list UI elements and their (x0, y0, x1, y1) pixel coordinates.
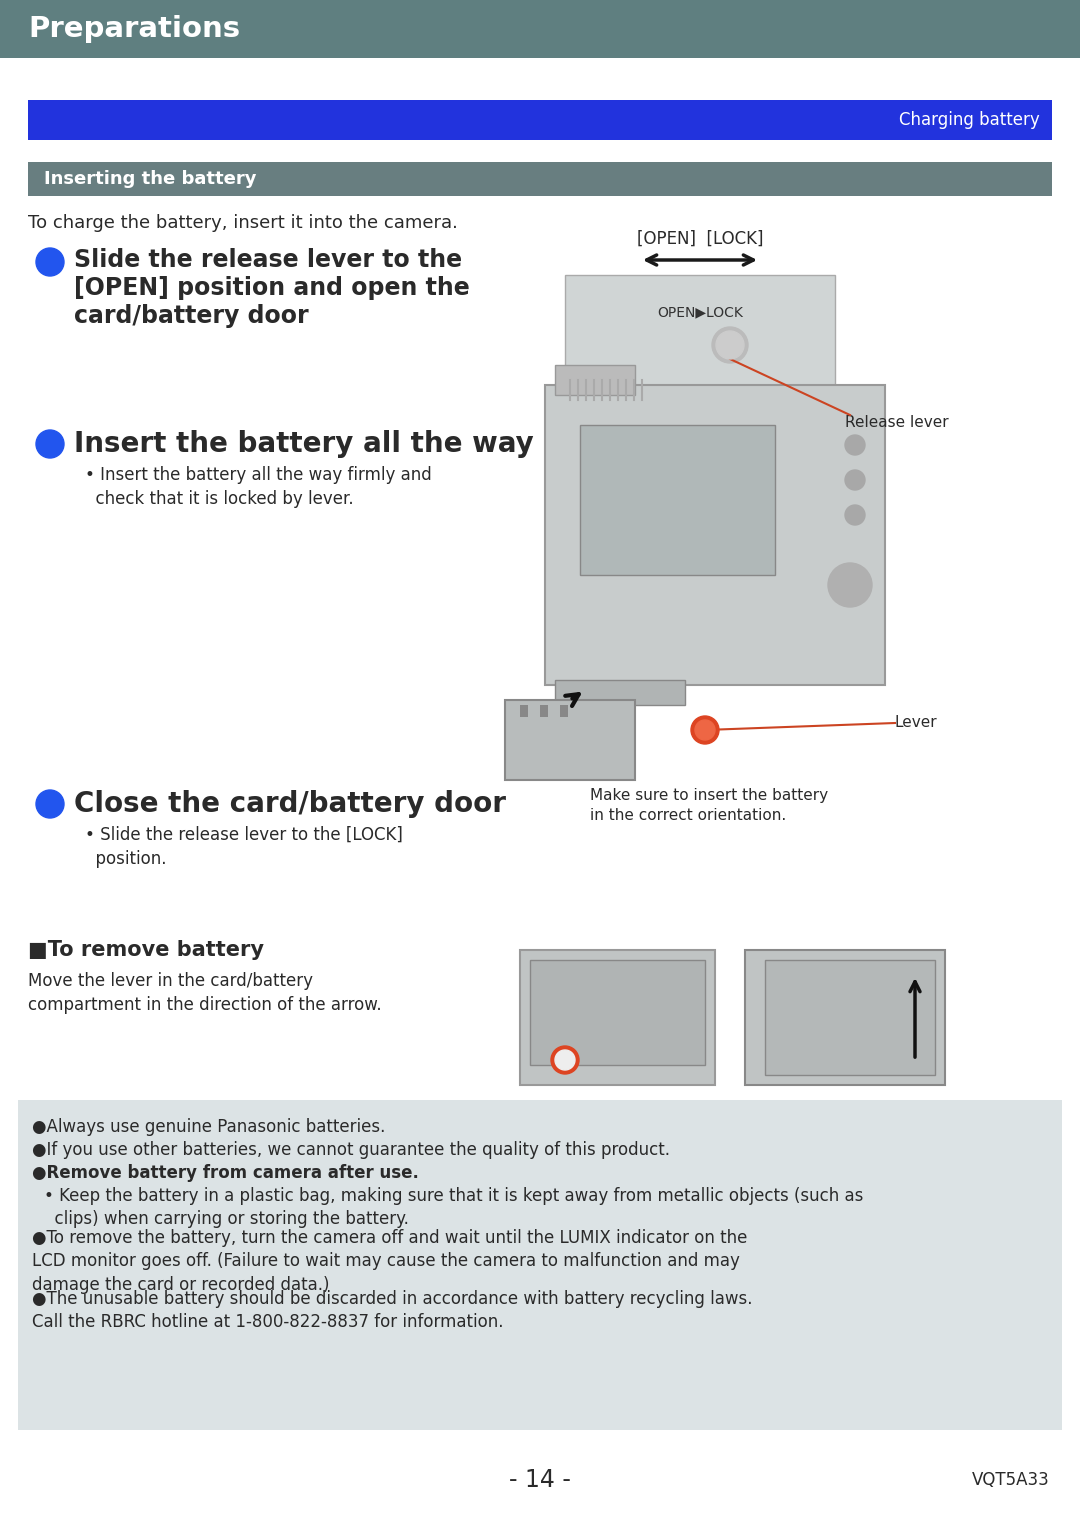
Bar (0, 0, 1080, 58)
Text: Insert the battery all the way: Insert the battery all the way (75, 430, 534, 457)
Text: ●Always use genuine Panasonic batteries.: ●Always use genuine Panasonic batteries. (32, 1117, 386, 1136)
Text: Release lever: Release lever (845, 414, 948, 430)
Text: card/battery door: card/battery door (75, 304, 309, 328)
Bar (545, 385, 885, 685)
Circle shape (691, 715, 719, 744)
Text: Preparations: Preparations (28, 15, 240, 43)
Bar (530, 959, 705, 1065)
Bar (28, 163, 1052, 196)
Circle shape (551, 1045, 579, 1074)
Text: 1: 1 (44, 253, 56, 272)
Circle shape (828, 563, 872, 606)
Text: VQT5A33: VQT5A33 (972, 1471, 1050, 1489)
Text: • Insert the battery all the way firmly and
  check that it is locked by lever.: • Insert the battery all the way firmly … (85, 467, 432, 508)
Text: ●The unusable battery should be discarded in accordance with battery recycling l: ●The unusable battery should be discarde… (32, 1289, 753, 1331)
Text: Inserting the battery: Inserting the battery (44, 170, 257, 187)
Bar (555, 680, 685, 705)
Bar (28, 100, 1052, 140)
Circle shape (36, 791, 64, 818)
Circle shape (36, 430, 64, 457)
Text: Make sure to insert the battery
in the correct orientation.: Make sure to insert the battery in the c… (590, 787, 828, 823)
Text: • Slide the release lever to the [LOCK]
  position.: • Slide the release lever to the [LOCK] … (85, 826, 403, 869)
Bar (519, 705, 528, 717)
Text: Move the lever in the card/battery
compartment in the direction of the arrow.: Move the lever in the card/battery compa… (28, 972, 381, 1015)
Circle shape (555, 1050, 575, 1070)
Text: 2: 2 (44, 434, 56, 453)
Bar (540, 705, 548, 717)
Bar (555, 365, 635, 394)
Bar (745, 950, 945, 1085)
Text: Close the card/battery door: Close the card/battery door (75, 791, 507, 818)
Text: ●If you use other batteries, we cannot guarantee the quality of this product.: ●If you use other batteries, we cannot g… (32, 1141, 670, 1159)
Text: [OPEN]  [LOCK]: [OPEN] [LOCK] (637, 230, 764, 249)
Text: ●Remove battery from camera after use.: ●Remove battery from camera after use. (32, 1164, 419, 1182)
Circle shape (845, 470, 865, 490)
Text: Lever: Lever (895, 715, 937, 731)
Text: 3: 3 (44, 795, 56, 814)
Text: OPEN▶LOCK: OPEN▶LOCK (657, 305, 743, 319)
Text: • Keep the battery in a plastic bag, making sure that it is kept away from metal: • Keep the battery in a plastic bag, mak… (44, 1187, 863, 1228)
Bar (580, 425, 775, 576)
Text: Slide the release lever to the: Slide the release lever to the (75, 249, 462, 272)
Bar (505, 700, 635, 780)
Bar (565, 275, 835, 405)
Bar (765, 959, 935, 1074)
Text: Charging battery: Charging battery (900, 111, 1040, 129)
Text: ●To remove the battery, turn the camera off and wait until the LUMIX indicator o: ●To remove the battery, turn the camera … (32, 1230, 747, 1294)
Bar (18, 1101, 1062, 1431)
Circle shape (716, 332, 744, 359)
Circle shape (696, 720, 715, 740)
Text: ■To remove battery: ■To remove battery (28, 939, 264, 959)
Circle shape (845, 505, 865, 525)
Bar (519, 950, 715, 1085)
Text: [OPEN] position and open the: [OPEN] position and open the (75, 276, 470, 299)
Text: - 14 -: - 14 - (509, 1467, 571, 1492)
Circle shape (36, 249, 64, 276)
Circle shape (845, 434, 865, 454)
Circle shape (712, 327, 748, 362)
Text: To charge the battery, insert it into the camera.: To charge the battery, insert it into th… (28, 213, 458, 232)
Bar (561, 705, 568, 717)
